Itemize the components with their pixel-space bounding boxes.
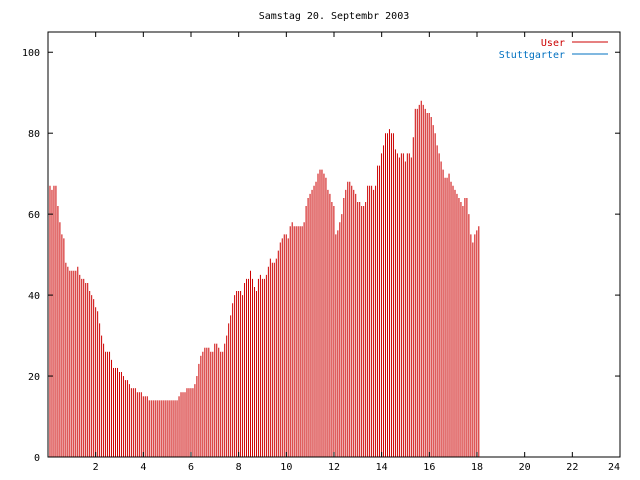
x-tick-label-1: 4 (140, 462, 146, 473)
legend-label-1: Stuttgarter (499, 50, 565, 61)
x-tick-label-8: 18 (471, 462, 483, 473)
y-tick-label-4: 80 (28, 129, 40, 140)
x-tick-label-6: 14 (376, 462, 388, 473)
y-tick-label-1: 20 (28, 372, 40, 383)
x-tick-label-10: 22 (566, 462, 578, 473)
x-tick-label-11: 24 (608, 462, 620, 473)
x-tick-label-4: 10 (280, 462, 292, 473)
x-tick-label-2: 6 (188, 462, 194, 473)
x-tick-label-3: 8 (236, 462, 242, 473)
chart-title: Samstag 20. Septembr 2003 (259, 11, 410, 22)
y-tick-label-0: 0 (34, 453, 40, 464)
x-tick-label-5: 12 (328, 462, 340, 473)
y-tick-label-3: 60 (28, 210, 40, 221)
x-tick-label-7: 16 (423, 462, 435, 473)
y-tick-label-5: 100 (22, 48, 40, 59)
x-tick-label-9: 20 (519, 462, 531, 473)
legend-label-0: User (541, 38, 565, 49)
x-tick-label-0: 2 (93, 462, 99, 473)
bars-layer (47, 100, 480, 457)
y-tick-label-2: 40 (28, 291, 40, 302)
